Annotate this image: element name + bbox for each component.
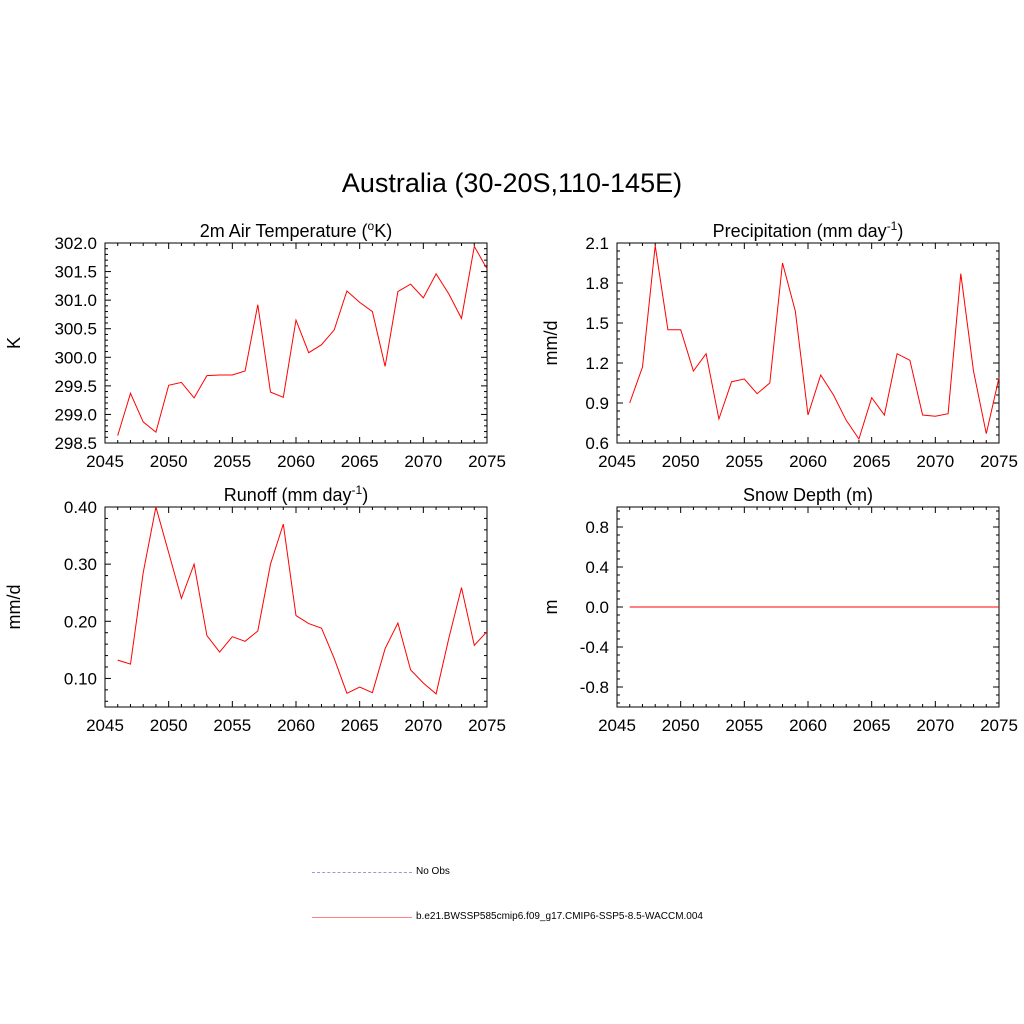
x-tick-label: 2065 (853, 716, 891, 735)
x-tick-label: 2055 (213, 716, 251, 735)
chart-title-tail: ) (897, 221, 903, 241)
x-tick-label: 2060 (277, 452, 315, 471)
x-tick-label: 2075 (468, 716, 506, 735)
legend-line-solid (312, 917, 412, 918)
page-title: Australia (30-20S,110-145E) (341, 168, 683, 198)
chart-title: 2m Air Temperature (oK) (200, 219, 392, 241)
legend-item-model: b.e21.BWSSP585cmip6.f09_g17.CMIP6-SSP5-8… (312, 911, 832, 925)
chart-title-text: Runoff (mm day (224, 485, 352, 505)
y-tick-label: 1.2 (585, 354, 609, 373)
chart-title-tail: ) (362, 485, 368, 505)
y-tick-label: 0.4 (585, 558, 609, 577)
x-tick-label: 2045 (86, 452, 124, 471)
chart-title-text: 2m Air Temperature ( (200, 221, 368, 241)
y-tick-label: 301.5 (54, 263, 97, 282)
y-tick-label: 0.10 (64, 669, 97, 688)
series-line-precipitation (629, 245, 1000, 441)
panel-temperature: 2045 2050 2055 2060 2065 2070 2075 298.5 299.0 29… (4, 219, 506, 471)
x-tick-label: 2060 (277, 716, 315, 735)
plot-frame (104, 506, 488, 708)
series-line-temperature (117, 244, 488, 436)
y-tick-label: 0.6 (585, 434, 609, 453)
y-tick-label: 0.9 (585, 394, 609, 413)
x-tick-label: 2045 (598, 452, 636, 471)
x-tick-label: 2065 (341, 716, 379, 735)
legend-line-dashed (312, 872, 412, 873)
panel-snow-depth: 2045 2050 2055 2060 2065 2070 2075 -0.8 -0.4 0.0 0… (541, 485, 1018, 735)
chart-title: Precipitation (mm day-1) (713, 219, 904, 241)
x-tick-label: 2055 (725, 716, 763, 735)
y-tick-label: 0.0 (585, 598, 609, 617)
chart-title: Runoff (mm day-1) (224, 483, 368, 505)
x-tick-label: 2055 (725, 452, 763, 471)
y-tick-label: 298.5 (54, 434, 97, 453)
y-axis-label: mm/d (541, 321, 561, 366)
y-tick-label: 299.5 (54, 377, 97, 396)
plot-frame (104, 242, 488, 444)
chart-title-superscript: o (368, 219, 375, 233)
y-tick-label: 0.20 (64, 612, 97, 631)
y-tick-label: 301.0 (54, 291, 97, 310)
panel-runoff: 2045 2050 2055 2060 2065 2070 2075 0.10 0.20 0.30… (4, 483, 506, 735)
y-axis-label: K (4, 337, 24, 349)
x-tick-label: 2070 (916, 716, 954, 735)
x-tick-label: 2050 (150, 452, 188, 471)
x-tick-label: 2075 (980, 716, 1018, 735)
chart-title: Snow Depth (m) (743, 485, 873, 505)
y-tick-label: 302.0 (54, 234, 97, 253)
x-tick-label: 2050 (662, 452, 700, 471)
x-tick-label: 2060 (789, 452, 827, 471)
x-tick-label: 2065 (341, 452, 379, 471)
x-tick-label: 2050 (662, 716, 700, 735)
x-tick-label: 2070 (916, 452, 954, 471)
legend-item-no-obs: No Obs (312, 866, 832, 880)
x-tick-label: 2050 (150, 716, 188, 735)
chart-title-text: Snow Depth (m) (743, 485, 873, 505)
x-tick-label: 2055 (213, 452, 251, 471)
y-tick-label: 0.40 (64, 498, 97, 517)
x-tick-label: 2065 (853, 452, 891, 471)
series-line-runoff (117, 506, 488, 695)
y-tick-label: 0.30 (64, 555, 97, 574)
chart-title-tail: K) (374, 221, 392, 241)
legend-label-model: b.e21.BWSSP585cmip6.f09_g17.CMIP6-SSP5-8… (416, 911, 703, 922)
y-tick-label: 1.8 (585, 274, 609, 293)
y-tick-label: 0.8 (585, 518, 609, 537)
y-tick-label: 1.5 (585, 314, 609, 333)
x-tick-label: 2045 (598, 716, 636, 735)
y-tick-label: 299.0 (54, 405, 97, 424)
x-tick-label: 2075 (980, 452, 1018, 471)
y-tick-label: -0.4 (580, 638, 609, 657)
y-axis-label: m (541, 600, 561, 615)
panel-precipitation: 2045 2050 2055 2060 2065 2070 2075 0.6 0.9 1.2 1.5… (541, 219, 1018, 471)
y-tick-label: 300.5 (54, 320, 97, 339)
legend-label-no-obs: No Obs (416, 866, 450, 877)
x-tick-label: 2070 (404, 452, 442, 471)
x-tick-label: 2060 (789, 716, 827, 735)
x-tick-label: 2070 (404, 716, 442, 735)
chart-title-text: Precipitation (mm day (713, 221, 887, 241)
y-tick-label: 300.0 (54, 348, 97, 367)
x-tick-label: 2075 (468, 452, 506, 471)
y-axis-label: mm/d (4, 585, 24, 630)
y-tick-label: -0.8 (580, 678, 609, 697)
y-tick-label: 2.1 (585, 234, 609, 253)
chart-title-superscript: -1 (352, 483, 363, 497)
chart-title-superscript: -1 (887, 219, 898, 233)
x-tick-label: 2045 (86, 716, 124, 735)
